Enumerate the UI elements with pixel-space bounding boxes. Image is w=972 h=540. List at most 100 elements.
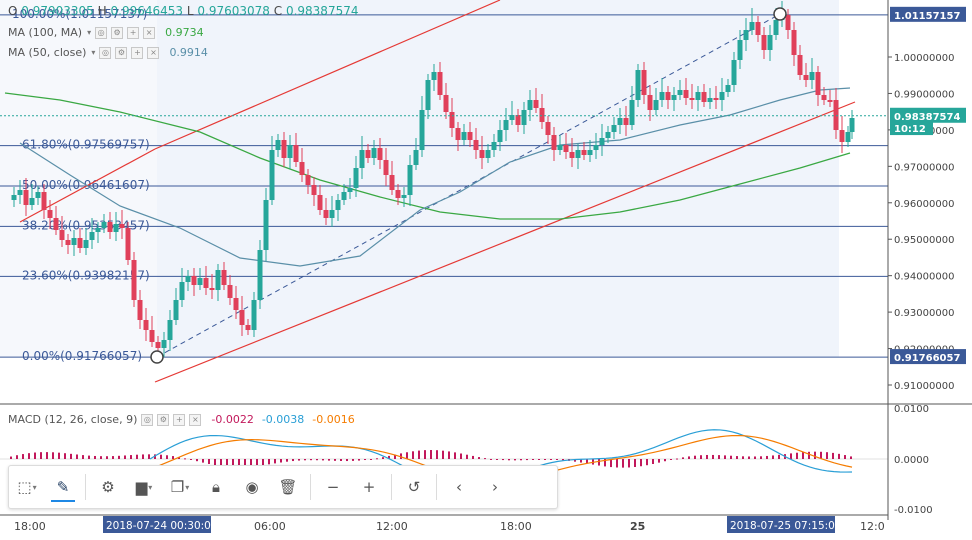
candle-up	[215, 270, 221, 290]
eye-icon: ◉	[245, 478, 259, 496]
candle-down	[239, 310, 245, 325]
macd-histogram-bar	[436, 450, 438, 459]
eye-icon[interactable]: ◎	[99, 46, 112, 59]
candle-up	[431, 72, 437, 80]
candle-down	[479, 150, 485, 158]
add-icon[interactable]: +	[127, 26, 140, 39]
time-axis-label: 18:00	[14, 520, 46, 533]
close-icon[interactable]: ×	[147, 46, 160, 59]
candle-down	[815, 72, 821, 95]
candle-up	[371, 148, 377, 158]
candle-down	[119, 224, 125, 228]
candle-up	[737, 40, 743, 60]
close-icon[interactable]: ×	[143, 26, 156, 39]
macd-histogram-bar	[406, 452, 408, 459]
macd-histogram-bar	[388, 455, 390, 459]
candle-down	[701, 92, 707, 102]
add-icon[interactable]: +	[173, 413, 186, 426]
macd-label: MACD (12, 26, close, 9)	[8, 413, 138, 426]
close-icon[interactable]: ×	[189, 413, 202, 426]
ma50-label: MA (50, close)	[8, 46, 87, 59]
reset-button[interactable]: ↺	[396, 472, 432, 502]
gear-icon[interactable]: ⚙	[157, 413, 170, 426]
eye-icon[interactable]: ◎	[141, 413, 154, 426]
chevron-down-icon[interactable]: ▾	[91, 48, 96, 57]
candle-up	[671, 95, 677, 100]
candle-up	[635, 70, 641, 100]
macd-histogram-bar	[814, 451, 816, 459]
price-axis-label: 0.97000000	[894, 162, 954, 173]
time-highlight-label: 2018-07-24 00:30:00	[106, 520, 218, 532]
candle-down	[833, 100, 839, 130]
fib-handle-start	[150, 350, 164, 364]
macd-histogram-bar	[718, 455, 720, 459]
macd-histogram-bar	[508, 459, 510, 461]
candle-down	[227, 285, 233, 298]
ma50-indicator[interactable]: MA (50, close) ▾ ◎ ⚙ + × 0.9914	[8, 46, 208, 59]
macd-histogram-bar	[526, 459, 528, 461]
price-badge-label: 1.01157157	[894, 11, 960, 22]
macd-histogram-bar	[634, 459, 636, 467]
candle-up	[275, 140, 281, 150]
candle-up	[425, 80, 431, 110]
macd-histogram-bar	[616, 459, 618, 468]
scroll-left-button[interactable]: ‹	[441, 472, 477, 502]
select-tool-button[interactable]: ⬚ ▾	[9, 472, 45, 502]
candle-up	[167, 320, 173, 340]
macd-histogram-bar	[250, 459, 252, 467]
chevron-down-icon[interactable]: ▾	[87, 28, 92, 37]
candle-up	[605, 132, 611, 138]
zoom-in-button[interactable]: +	[351, 472, 387, 502]
gear-icon[interactable]: ⚙	[111, 26, 124, 39]
add-icon[interactable]: +	[131, 46, 144, 59]
lock-button[interactable]: 🔒︎	[198, 472, 234, 502]
macd-histogram-bar	[850, 456, 852, 459]
macd-histogram-bar	[706, 454, 708, 459]
gear-icon[interactable]: ⚙	[115, 46, 128, 59]
macd-histogram-bar	[700, 455, 702, 459]
time-axis-label: 06:00	[254, 520, 286, 533]
fill-tool-button[interactable]: ▆ ▾	[126, 472, 162, 502]
toolbar-divider	[391, 474, 392, 500]
macd-axis-label: 0.0100	[894, 404, 929, 415]
zoom-out-button[interactable]: −	[315, 472, 351, 502]
candle-up	[521, 110, 527, 125]
draw-tool-button[interactable]: ✎	[45, 472, 81, 502]
candle-down	[683, 90, 689, 98]
plus-icon: +	[362, 478, 376, 496]
macd-axis-label: 0.0000	[894, 455, 929, 466]
macd-histogram-bar	[286, 459, 288, 462]
delete-button[interactable]: 🗑︎	[270, 472, 306, 502]
scroll-right-button[interactable]: ›	[477, 472, 513, 502]
eye-icon[interactable]: ◎	[95, 26, 108, 39]
candle-down	[647, 95, 653, 110]
settings-button[interactable]: ⚙	[90, 472, 126, 502]
time-highlight-label: 2018-07-25 07:15:00	[730, 520, 842, 532]
visibility-button[interactable]: ◉	[234, 472, 270, 502]
candle-down	[305, 175, 311, 185]
macd-histogram-bar	[196, 459, 198, 462]
macd-histogram-bar	[88, 455, 90, 459]
macd-indicator[interactable]: MACD (12, 26, close, 9) ◎ ⚙ + × -0.0022 …	[8, 413, 355, 426]
macd-histogram-bar	[226, 459, 228, 467]
chevron-down-icon[interactable]: ▾	[148, 482, 153, 492]
macd-histogram-bar	[322, 459, 324, 461]
fib-label: 61.80%(0.97569757)	[22, 138, 150, 152]
chevron-down-icon[interactable]: ▾	[185, 482, 190, 492]
chevron-down-icon[interactable]: ▾	[32, 482, 37, 492]
macd-histogram-bar	[262, 459, 264, 466]
macd-histogram-bar	[418, 450, 420, 459]
price-axis-label: 1.00000000	[894, 53, 954, 64]
macd-axis-label: -0.0100	[894, 505, 933, 516]
macd-histogram-bar	[184, 458, 186, 460]
macd-histogram-bar	[580, 459, 582, 463]
candle-up	[719, 92, 725, 100]
ma100-indicator[interactable]: MA (100, MA) ▾ ◎ ⚙ + × 0.9734	[8, 26, 204, 39]
clone-tool-button[interactable]: ❐ ▾	[162, 472, 198, 502]
candle-down	[299, 162, 305, 175]
candle-down	[827, 100, 833, 102]
macd-histogram-bar	[820, 451, 822, 459]
candle-down	[233, 298, 239, 310]
candle-down	[443, 95, 449, 112]
